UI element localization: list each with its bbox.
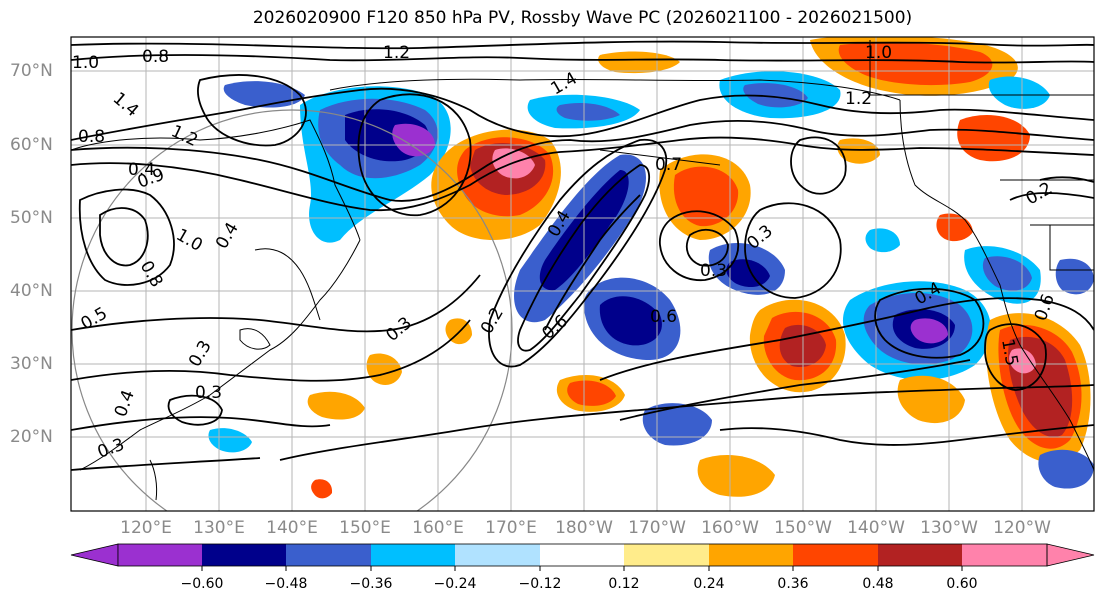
contour-label: 1.5 — [997, 337, 1021, 367]
colorbar-tick-label: −0.24 — [433, 576, 477, 592]
lon-label-150e: 150°E — [339, 518, 391, 538]
colorbar-segment — [624, 544, 709, 566]
colorbar — [70, 543, 1095, 571]
colorbar-tick-label: 0.48 — [862, 576, 894, 592]
contour-label: 0.3 — [700, 261, 727, 281]
contour-label: 1.2 — [845, 89, 872, 109]
colorbar-tick-label: 0.60 — [946, 576, 978, 592]
lon-label-180w: 180°W — [555, 518, 613, 538]
contour-label: 1.0 — [72, 53, 99, 73]
contour-label: 0.8 — [142, 47, 169, 67]
colorbar-segment — [286, 544, 371, 566]
lon-label-150w: 150°W — [774, 518, 832, 538]
colorbar-tick-label: −0.12 — [518, 576, 562, 592]
lat-label-30n: 30°N — [10, 354, 53, 374]
contour-label: 1.0 — [865, 43, 892, 63]
lat-label-50n: 50°N — [10, 208, 53, 228]
colorbar-segment — [371, 544, 455, 566]
colorbar-segment — [962, 544, 1047, 566]
colorbar-tick-label: 0.12 — [608, 576, 640, 592]
lon-label-160w: 160°W — [701, 518, 759, 538]
contour-label: 0.3 — [195, 383, 222, 403]
plot-frame — [70, 36, 1095, 512]
colorbar-tick-label: −0.36 — [349, 576, 393, 592]
colorbar-tick-label: −0.60 — [180, 576, 224, 592]
lon-label-130e: 130°E — [193, 518, 245, 538]
colorbar-tick-label: 0.24 — [693, 576, 725, 592]
lon-label-130w: 130°W — [920, 518, 978, 538]
lon-label-170e: 170°E — [485, 518, 537, 538]
lat-label-60n: 60°N — [10, 135, 53, 155]
colorbar-extend-min — [70, 543, 119, 567]
map-title: 2026020900 F120 850 hPa PV, Rossby Wave … — [252, 8, 913, 28]
colorbar-segment — [202, 544, 286, 566]
colorbar-frame — [117, 543, 1048, 567]
lon-label-140w: 140°W — [847, 518, 905, 538]
contour-label: 1.2 — [383, 43, 410, 63]
colorbar-extend-max — [1046, 543, 1095, 567]
lon-label-120e: 120°E — [120, 518, 172, 538]
colorbar-segment — [878, 544, 962, 566]
coastlines — [71, 40, 1094, 501]
contour-label: 0.7 — [655, 155, 682, 175]
colorbar-segment — [793, 544, 878, 566]
lon-label-170w: 170°W — [628, 518, 686, 538]
colorbar-segment — [118, 544, 202, 566]
lat-label-70n: 70°N — [10, 61, 53, 81]
lat-label-20n: 20°N — [10, 427, 53, 447]
colorbar-tick-label: −0.48 — [264, 576, 308, 592]
colorbar-segment — [540, 544, 624, 566]
contour-label: 0.6 — [650, 307, 677, 327]
colorbar-segment — [709, 544, 793, 566]
lon-label-120w: 120°W — [993, 518, 1051, 538]
colorbar-segment — [455, 544, 540, 566]
pv-contours — [71, 40, 1094, 471]
colorbar-tick-label: 0.36 — [777, 576, 809, 592]
lon-label-140e: 140°E — [266, 518, 318, 538]
lat-label-40n: 40°N — [10, 281, 53, 301]
contour-label: 0.8 — [78, 127, 105, 147]
lon-label-160e: 160°E — [412, 518, 464, 538]
contour-label: 0.4 — [128, 160, 155, 180]
